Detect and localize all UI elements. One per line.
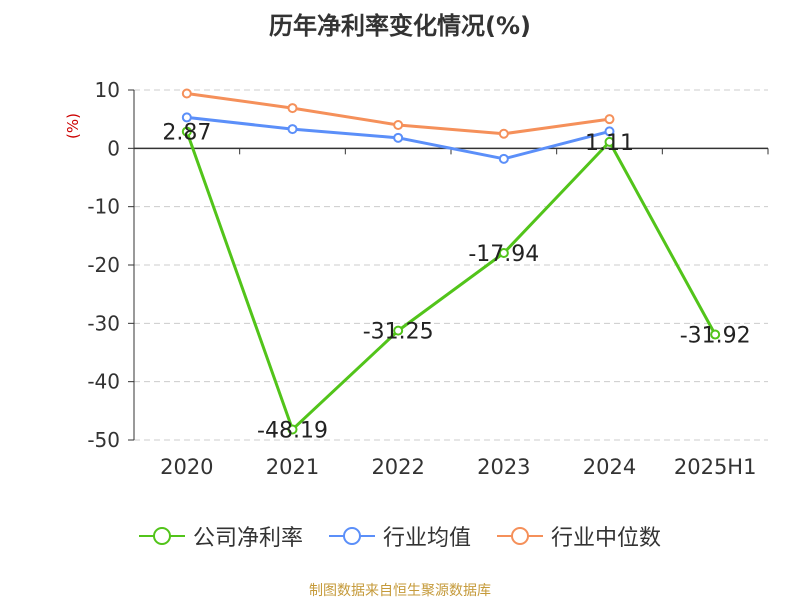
data-point-series-2	[498, 128, 509, 139]
x-tick-label: 2023	[477, 455, 530, 479]
x-tick-label: 2021	[266, 455, 319, 479]
data-label: -48.19	[257, 418, 328, 443]
data-label: -17.94	[468, 242, 539, 267]
y-tick-label: 0	[107, 136, 120, 160]
data-point-series-1	[604, 126, 615, 137]
y-axis-label: (%)	[64, 113, 82, 139]
series-line-0	[185, 131, 717, 431]
y-tick-label: -20	[87, 253, 120, 277]
data-label: -31.92	[680, 324, 751, 349]
source-footer: 制图数据来自恒生聚源数据库	[309, 583, 491, 599]
legend-item-industry-mean[interactable]: 行业均值	[328, 520, 471, 552]
data-point-series-0	[710, 329, 721, 340]
y-tick-label: 10	[95, 78, 120, 102]
data-point-series-2	[604, 114, 615, 125]
legend-label-industry-mean: 行业均值	[382, 526, 471, 551]
chart-title: 历年净利率变化情况(%)	[269, 12, 531, 40]
legend-marker-industry-median	[497, 527, 543, 545]
data-label: 1.11	[585, 131, 634, 156]
x-tick-label: 2020	[160, 455, 213, 479]
legend: 公司净利率 行业均值 行业中位数	[0, 520, 800, 552]
data-point-series-0	[393, 325, 404, 336]
x-tick-label: 2024	[583, 455, 636, 479]
data-point-series-0	[498, 247, 509, 258]
data-point-series-1	[181, 112, 192, 123]
legend-label-company: 公司净利率	[192, 526, 303, 551]
legend-label-industry-median: 行业中位数	[551, 526, 662, 551]
y-tick-label: -30	[87, 311, 120, 335]
data-point-series-1	[393, 132, 404, 143]
data-point-series-2	[181, 88, 192, 99]
data-point-series-0	[287, 424, 298, 435]
data-point-series-0	[604, 136, 615, 147]
data-point-series-1	[287, 124, 298, 135]
data-label: 2.87	[162, 121, 211, 146]
legend-item-company[interactable]: 公司净利率	[138, 520, 303, 552]
y-tick-label: -10	[87, 195, 120, 219]
data-point-series-0	[181, 126, 192, 137]
data-point-series-2	[393, 120, 404, 130]
x-tick-label: 2022	[371, 455, 424, 479]
legend-marker-company	[138, 527, 185, 545]
y-tick-label: -40	[87, 370, 120, 394]
legend-item-industry-median[interactable]: 行业中位数	[497, 520, 661, 552]
legend-marker-industry-mean	[328, 527, 375, 545]
data-label: -31.25	[363, 320, 434, 345]
data-point-series-2	[287, 103, 298, 114]
y-tick-label: -50	[87, 428, 120, 452]
x-tick-label: 2025H1	[674, 455, 757, 479]
data-point-series-1	[498, 153, 509, 164]
